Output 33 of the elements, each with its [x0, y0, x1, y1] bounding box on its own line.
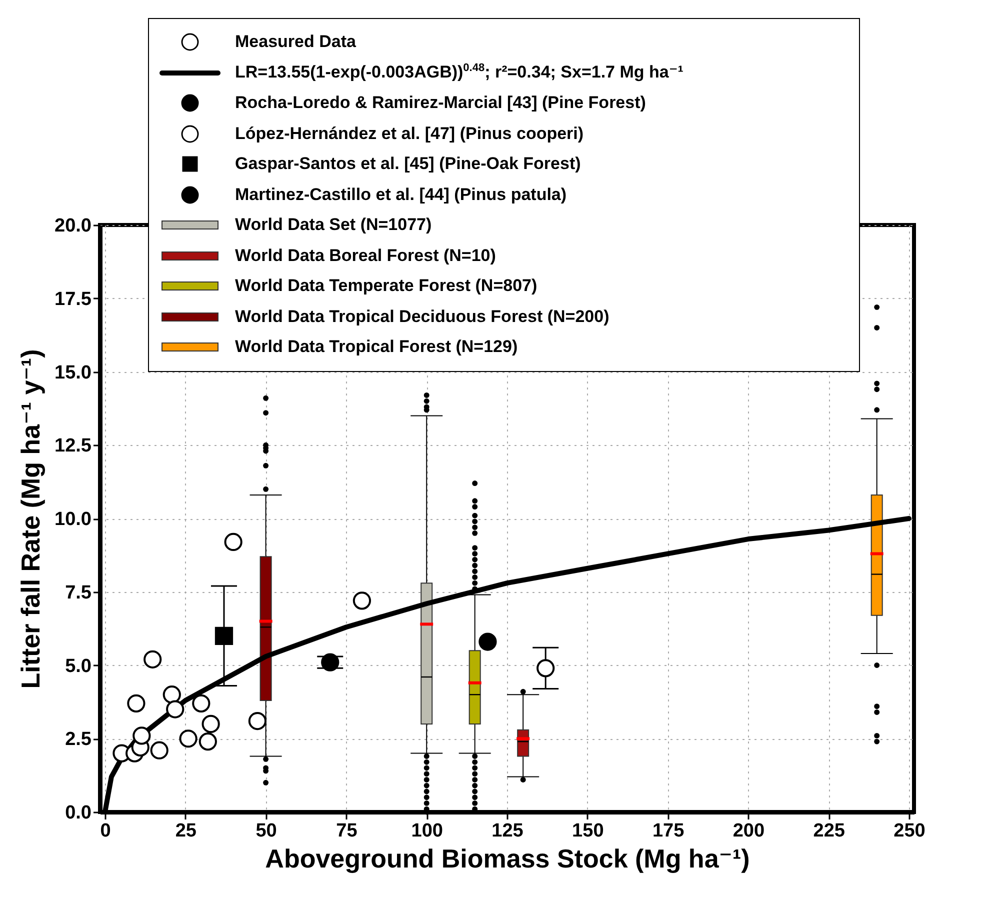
legend-label: López-Hernández et al. [47] (Pinus cooperi) [235, 124, 584, 144]
legend-label: Gaspar-Santos et al. [45] (Pine-Oak Forest) [235, 154, 581, 174]
legend-label: World Data Tropical Forest (N=129) [235, 337, 518, 358]
y-tick-label: 0.0 [65, 802, 92, 824]
legend-label: World Data Temperate Forest (N=807) [235, 276, 538, 296]
x-tick-label: 150 [572, 820, 604, 842]
legend-label: World Data Boreal Forest (N=10) [235, 246, 496, 266]
x-tick-label: 75 [336, 820, 358, 842]
legend-label: World Data Tropical Deciduous Forest (N=200) [235, 306, 610, 327]
y-tick-label: 15.0 [54, 362, 92, 384]
x-tick-label: 100 [411, 820, 443, 842]
legend-label: Measured Data [235, 32, 356, 52]
x-tick-label: 225 [813, 820, 846, 842]
y-tick-label: 20.0 [54, 216, 92, 236]
x-tick-label: 125 [492, 820, 524, 842]
x-tick-label: 50 [256, 820, 277, 842]
x-tick-label: 250 [894, 820, 926, 842]
x-axis-title: Aboveground Biomass Stock (Mg ha⁻¹) [265, 844, 750, 874]
legend-label: Martinez-Castillo et al. [44] (Pinus patula) [235, 184, 567, 205]
y-tick-label: 5.0 [65, 656, 92, 677]
y-axis-title: Litter fall Rate (Mg ha⁻¹ y⁻¹) [16, 349, 46, 689]
legend-label: LR=13.55(1-exp(-0.003AGB))$^{0.48}$; r²=0.34; Sx=1.7 Mg ha⁻¹ [235, 62, 684, 84]
y-tick-label: 7.5 [65, 582, 92, 604]
y-tick-label: 10.0 [54, 509, 92, 530]
legend-label: Rocha-Loredo & Ramirez-Marcial [43] (Pine Forest) [235, 93, 646, 114]
x-tick-label: 25 [175, 820, 197, 842]
legend-label: World Data Set (N=1077) [235, 215, 432, 236]
x-tick-label: 200 [732, 820, 765, 842]
x-tick-label: 175 [652, 820, 685, 842]
x-tick-label: 0 [100, 820, 111, 842]
y-tick-label: 2.5 [65, 729, 92, 750]
y-tick-label: 17.5 [54, 288, 92, 310]
y-tick-label: 12.5 [54, 436, 92, 457]
